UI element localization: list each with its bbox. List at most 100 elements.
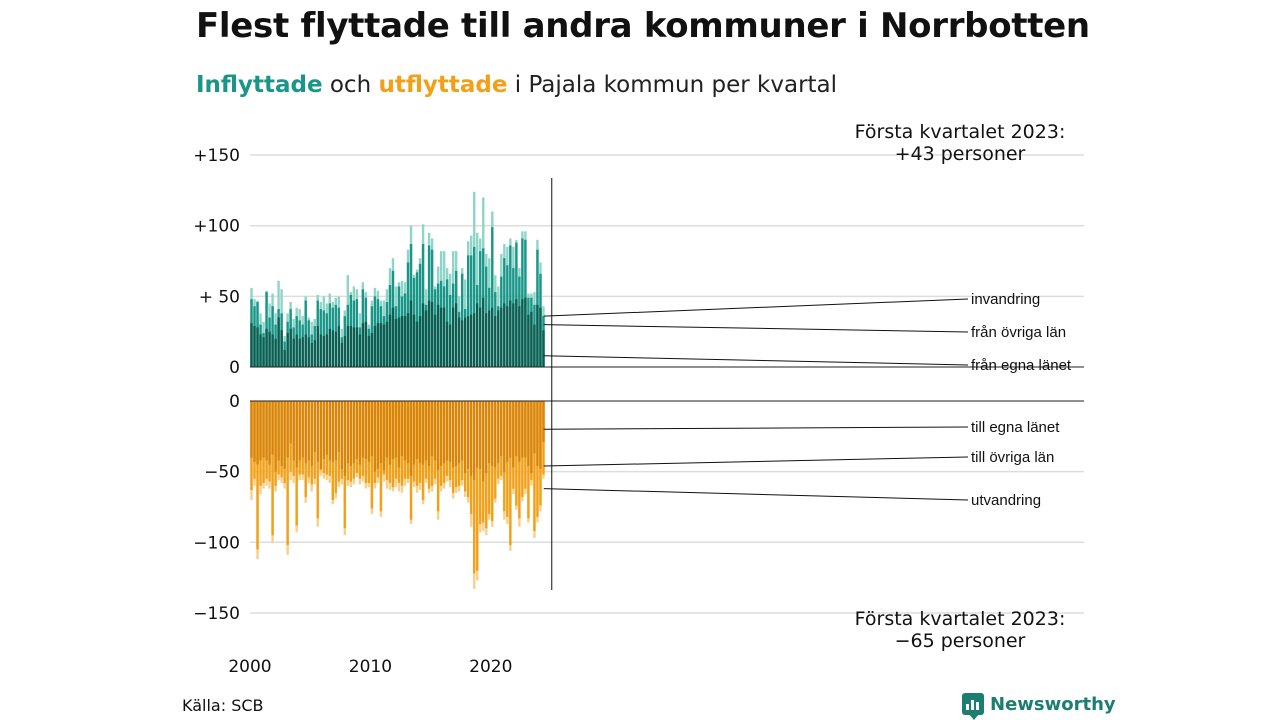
bar-inflow-other-county	[467, 255, 470, 367]
bar-inflow-own-county	[340, 342, 343, 367]
bar-inflow-own-county	[436, 304, 440, 367]
bar-inflow-own-county	[518, 306, 521, 367]
bar-outflow-own-county	[295, 401, 298, 468]
legend-label-inflow: från övriga län	[971, 324, 1066, 341]
bar-inflow-own-county	[271, 334, 274, 367]
bar-outflow-own-county	[509, 401, 512, 458]
bar-outflow-own-county	[476, 401, 479, 468]
bar-inflow-own-county	[509, 300, 512, 367]
bar-inflow-own-county	[421, 303, 425, 367]
legend-leader	[543, 488, 969, 501]
bar-inflow-own-county	[491, 307, 494, 367]
bar-outflow-own-county	[310, 401, 313, 466]
bar-inflow-own-county	[400, 316, 404, 367]
bar-inflow-own-county	[382, 324, 386, 367]
bar-outflow-own-county	[539, 401, 542, 469]
bar-outflow-own-county	[331, 401, 334, 462]
bar-outflow-own-county	[334, 401, 337, 461]
bar-outflow-own-county	[503, 401, 506, 472]
bar-outflow-own-county	[391, 401, 395, 459]
bar-outflow-own-county	[533, 401, 536, 454]
bar-inflow-own-county	[533, 324, 536, 367]
bar-outflow-own-county	[433, 401, 437, 461]
bar-outflow-own-county	[500, 401, 503, 457]
bar-outflow-own-county	[271, 401, 274, 455]
bar-outflow-own-county	[464, 401, 467, 474]
brand-name: Newsworthy	[990, 693, 1116, 715]
bar-outflow-own-county	[361, 401, 365, 458]
bar-inflow-own-county	[391, 307, 395, 367]
bar-outflow-other-county	[476, 401, 479, 571]
bar-inflow-other-county	[304, 300, 307, 367]
bar-outflow-own-county	[358, 401, 362, 465]
bar-inflow-own-county	[376, 323, 380, 367]
bar-outflow-own-county	[388, 401, 392, 465]
bar-inflow-own-county	[430, 302, 434, 367]
outflow-bars	[250, 401, 545, 589]
bar-outflow-own-county	[394, 401, 398, 458]
inflow-bars	[250, 191, 545, 367]
bar-outflow-own-county	[527, 401, 530, 466]
bar-inflow-own-county	[274, 338, 277, 367]
bar-outflow-own-county	[512, 401, 515, 468]
bar-inflow-own-county	[316, 326, 319, 367]
bar-inflow-own-county	[262, 337, 265, 367]
bar-inflow-own-county	[253, 326, 256, 367]
bar-inflow-own-county	[506, 306, 509, 367]
bar-inflow-own-county	[277, 317, 280, 367]
legend-leader	[543, 426, 969, 430]
bar-outflow-own-county	[400, 401, 404, 457]
bar-inflow-own-county	[367, 335, 371, 367]
bar-outflow-own-county	[370, 401, 374, 457]
bar-outflow-own-county	[457, 401, 461, 464]
bar-outflow-own-county	[485, 401, 488, 474]
legend-leader	[543, 324, 969, 333]
bar-outflow-own-county	[418, 401, 422, 464]
legend-label-outflow: till övriga län	[971, 449, 1054, 466]
bar-inflow-own-county	[464, 317, 467, 367]
bar-inflow-own-county	[337, 326, 340, 367]
bar-outflow-own-county	[397, 401, 401, 468]
bar-outflow-own-county	[274, 401, 277, 472]
legend-label-outflow: till egna länet	[971, 419, 1060, 436]
bar-inflow-own-county	[364, 321, 368, 367]
bar-inflow-own-county	[346, 326, 350, 367]
bar-outflow-own-county	[406, 401, 410, 464]
legend-label-inflow: från egna länet	[971, 357, 1072, 374]
bar-inflow-own-county	[343, 335, 347, 367]
bar-outflow-own-county	[292, 401, 295, 461]
bar-outflow-own-county	[313, 401, 316, 452]
bar-inflow-own-county	[334, 331, 337, 367]
bar-outflow-own-county	[421, 401, 425, 465]
bar-outflow-own-county	[346, 401, 350, 464]
chart-title: Flest flyttade till andra kommuner i Nor…	[196, 6, 1090, 46]
bar-outflow-own-county	[473, 401, 476, 481]
bar-outflow-own-county	[283, 401, 286, 469]
bar-outflow-own-county	[451, 401, 455, 468]
bar-inflow-own-county	[268, 331, 271, 367]
bar-outflow-own-county	[439, 401, 443, 466]
subtitle-rest: i Pajala kommun per kvartal	[507, 72, 838, 98]
bar-outflow-own-county	[427, 401, 431, 466]
bar-outflow-own-county	[412, 401, 416, 465]
bar-inflow-own-county	[352, 327, 356, 367]
bar-inflow-own-county	[394, 318, 398, 367]
y-tick-label: −50	[204, 463, 240, 483]
bar-inflow-own-county	[319, 334, 322, 367]
bar-outflow-own-county	[289, 401, 292, 444]
bar-outflow-own-county	[518, 401, 521, 462]
bar-outflow-own-county	[379, 401, 383, 464]
chart-subtitle: Inflyttade och utflyttade i Pajala kommu…	[196, 72, 837, 98]
bar-outflow-own-county	[322, 401, 325, 459]
bar-outflow-other-county	[256, 401, 259, 550]
bar-outflow-own-county	[470, 401, 473, 476]
bar-inflow-own-county	[310, 342, 313, 367]
bar-outflow-own-county	[316, 401, 319, 462]
bar-inflow-own-county	[503, 303, 506, 367]
bar-outflow-own-county	[307, 401, 310, 461]
legend-leader	[543, 298, 969, 317]
bar-outflow-other-county	[533, 401, 536, 531]
bar-inflow-own-county	[373, 326, 377, 367]
bar-outflow-own-county	[256, 401, 259, 465]
bar-inflow-own-county	[457, 317, 461, 367]
